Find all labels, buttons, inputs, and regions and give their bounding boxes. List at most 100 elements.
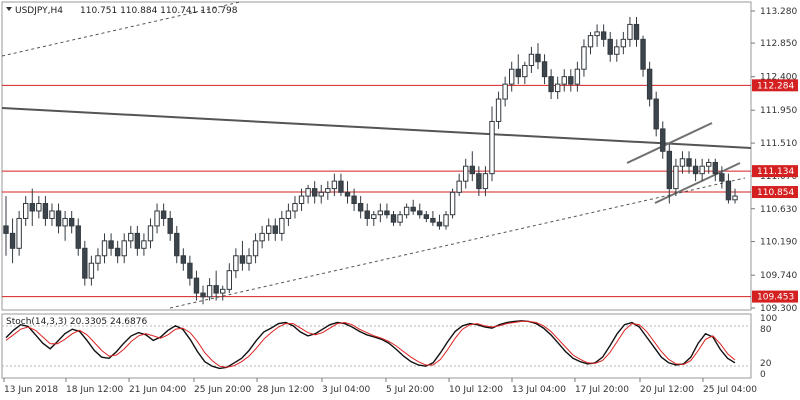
candle: [298, 188, 305, 211]
candle: [568, 69, 574, 92]
candle: [371, 210, 377, 226]
candle: [154, 203, 160, 234]
candle: [174, 225, 180, 264]
candle: [430, 210, 436, 226]
candle: [220, 285, 226, 301]
candle: [476, 166, 482, 197]
stoch-tick-label: 80: [760, 325, 772, 335]
candle: [75, 218, 81, 256]
stoch-label: Stoch(14,3,3) 20.3305 24.6876: [6, 317, 147, 327]
y-tick-label: 112.850: [760, 39, 797, 49]
ascending-support-dashed-line: [169, 177, 746, 309]
candle: [706, 158, 712, 174]
x-tick-label: 20 Jul 12:00: [640, 385, 694, 395]
stochastic-pane-frame: [1, 313, 752, 379]
channel-upper-line: [626, 122, 713, 164]
candle: [357, 196, 364, 219]
candle: [9, 218, 16, 264]
candle: [620, 31, 627, 55]
candle: [600, 24, 607, 47]
candle: [213, 270, 219, 301]
candle: [311, 181, 318, 204]
candle: [206, 278, 213, 301]
candle: [666, 143, 673, 204]
candle: [351, 188, 357, 211]
candle: [528, 46, 535, 73]
candle: [128, 225, 134, 249]
candle: [305, 184, 311, 204]
candle: [364, 203, 370, 226]
candle: [272, 218, 278, 241]
x-tick-label: 5 Jul 20:00: [386, 385, 435, 395]
candle: [62, 210, 68, 241]
candle: [423, 210, 430, 223]
x-tick-label: 21 Jun 04:00: [129, 385, 186, 395]
candle: [673, 158, 679, 197]
candle: [443, 210, 449, 230]
candle: [318, 184, 324, 204]
candle: [200, 285, 206, 305]
y-tick-label: 109.300: [760, 304, 797, 314]
candle: [554, 76, 561, 100]
candle: [463, 158, 469, 189]
candle: [252, 233, 259, 264]
candle: [193, 270, 200, 301]
level-price-label: 110.854: [757, 188, 794, 198]
x-tick-label: 13 Jun 2018: [4, 385, 58, 395]
candle: [344, 181, 351, 204]
x-tick-label: 17 Jul 20:00: [575, 385, 629, 395]
y-tick-label: 110.190: [760, 238, 797, 248]
candle: [292, 196, 298, 219]
stoch-k-line: [5, 320, 736, 370]
candle: [239, 240, 246, 271]
horizontal-levels: [2, 84, 751, 298]
price-pane-frame: [1, 1, 752, 311]
y-tick-label: 112.400: [760, 73, 797, 83]
candle: [469, 151, 475, 182]
trend-lines: [1, 1, 752, 309]
time-axis: 13 Jun 2018 18 Jun 12:00 21 Jun 04:00 25 Ju…: [3, 378, 757, 395]
candle: [495, 91, 502, 129]
candle: [410, 199, 416, 215]
level-price-label: 111.134: [757, 167, 794, 177]
y-tick-label: 111.950: [760, 106, 797, 116]
candle: [489, 106, 495, 182]
level-price-tag: 109.453: [752, 290, 798, 303]
candle: [88, 255, 95, 286]
candle: [29, 188, 35, 226]
x-tick-label: 25 Jun 20:00: [194, 385, 251, 395]
candle: [141, 233, 147, 256]
candle: [548, 69, 554, 100]
candle: [633, 16, 640, 47]
candle: [509, 61, 515, 92]
candle: [712, 158, 718, 182]
candle: [134, 225, 141, 256]
x-tick-label: 25 Jul 04:00: [703, 385, 757, 395]
candle: [692, 158, 699, 182]
stoch-tick-label: 100: [760, 314, 777, 324]
candle: [101, 233, 108, 264]
level-price-tag: 111.134: [752, 165, 798, 178]
stochastic-levels: [2, 325, 751, 367]
candle: [456, 173, 462, 197]
stoch-d-line: [5, 320, 736, 368]
candle: [587, 31, 594, 55]
x-tick-label: 18 Jun 12:00: [66, 385, 123, 395]
stoch-tick-label: 0: [760, 370, 766, 380]
candle: [338, 173, 344, 197]
y-tick-label: 109.740: [760, 271, 797, 281]
candle: [594, 24, 600, 47]
x-tick-label: 10 Jul 12:00: [449, 385, 503, 395]
candle: [266, 218, 272, 241]
y-tick-label: 110.630: [760, 205, 797, 215]
candle: [719, 166, 725, 189]
symbol-label: USDJPY,H4: [15, 6, 63, 16]
candle: [55, 203, 62, 234]
candle: [607, 31, 613, 62]
x-tick-label: 3 Jul 04:00: [322, 385, 371, 395]
candle: [160, 203, 167, 226]
candle: [226, 263, 232, 294]
level-labels: 112.284 111.134 110.854 109.453: [752, 79, 798, 303]
level-price-tag: 110.854: [752, 186, 798, 199]
